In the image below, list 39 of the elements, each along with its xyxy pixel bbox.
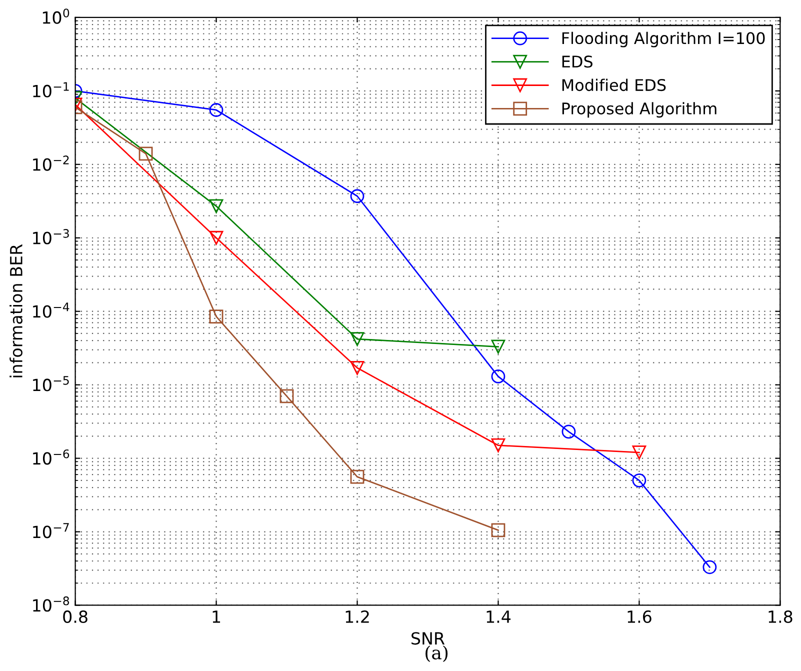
point: [138, 146, 153, 161]
point: [491, 523, 506, 538]
point: [209, 310, 224, 324]
point: [209, 199, 224, 214]
point: [209, 103, 224, 117]
y-tick-label: 10$^{0}$: [42, 8, 70, 24]
point: [702, 560, 717, 574]
y-tick-label: 10$^{−3}$: [33, 229, 69, 244]
x-tick-label: 0.8: [63, 610, 88, 624]
y-axis-title: information BER: [10, 244, 22, 378]
point: [491, 438, 506, 452]
point: [350, 332, 364, 346]
x-tick-label: 1.2: [346, 610, 369, 623]
point: [491, 370, 506, 384]
point: [562, 424, 576, 439]
point: [350, 189, 364, 204]
point: [491, 340, 506, 354]
y-tick-label: 10$^{−2}$: [33, 156, 69, 171]
point: [632, 473, 646, 488]
legend-label: EDS: [562, 56, 592, 68]
point: [209, 230, 224, 245]
x-tick-label: 1: [212, 610, 220, 623]
y-tick-label: 10$^{−5}$: [33, 376, 69, 392]
y-tick-label: 10$^{−7}$: [33, 523, 69, 538]
legend-label: Modified EDS: [562, 78, 666, 92]
x-tick-label: 1.4: [486, 610, 511, 623]
legend-label: Proposed Algorithm: [562, 102, 716, 118]
x-tick-label: 1.8: [768, 610, 792, 624]
x-tick-label: 1.6: [628, 610, 652, 624]
y-tick-label: 10$^{−4}$: [33, 302, 70, 318]
x-axis-title: SNR: [412, 632, 445, 645]
point: [280, 389, 294, 404]
point: [632, 446, 646, 460]
y-tick-label: 10$^{−1}$: [33, 82, 69, 98]
text: (a): [426, 645, 448, 662]
y-tick-label: 10$^{−6}$: [33, 449, 70, 465]
point: [350, 360, 364, 375]
point: [350, 470, 364, 484]
legend-label: Flooding Algorithm I=100: [562, 32, 765, 48]
